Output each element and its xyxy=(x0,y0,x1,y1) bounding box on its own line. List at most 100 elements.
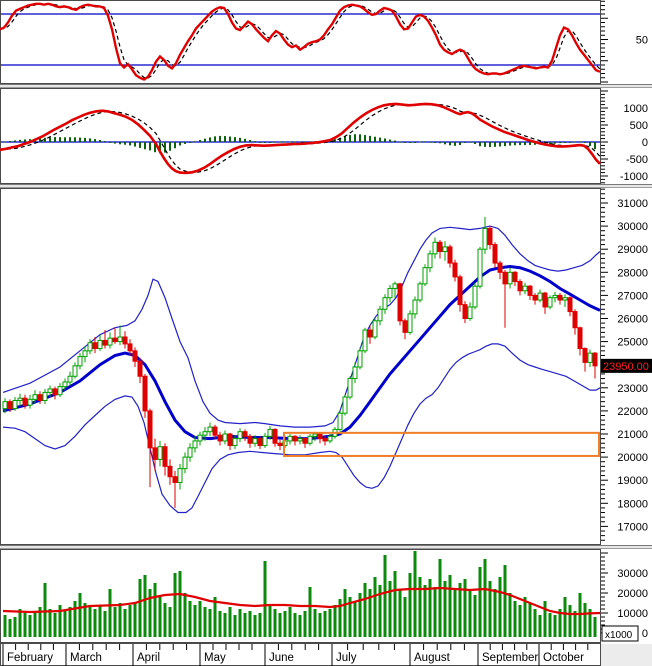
macd-histogram-bar xyxy=(94,139,96,142)
volume-bar xyxy=(378,585,382,637)
candlestick xyxy=(152,447,158,460)
volume-bar xyxy=(213,597,217,637)
volume-bar xyxy=(593,617,597,637)
volume-bar xyxy=(418,577,422,637)
macd-histogram-bar xyxy=(89,138,91,142)
macd-histogram-bar xyxy=(264,142,266,143)
price-axis-label: 19000 xyxy=(617,475,648,487)
macd-histogram-bar xyxy=(554,142,556,144)
candlestick xyxy=(382,297,388,310)
candlestick xyxy=(477,248,483,287)
candlestick xyxy=(547,297,553,308)
candlestick xyxy=(182,456,188,470)
macd-histogram-bar xyxy=(284,141,286,143)
candlestick xyxy=(582,348,588,363)
month-label-april: April xyxy=(137,652,160,664)
price-axis-label: 26000 xyxy=(617,314,648,326)
volume-bar xyxy=(583,603,587,637)
volume-bar xyxy=(438,559,442,637)
macd-histogram-bar xyxy=(574,141,576,143)
macd-histogram-bar xyxy=(454,142,456,146)
candlestick xyxy=(262,435,268,447)
candlestick xyxy=(147,410,153,449)
volume-bar xyxy=(93,609,97,637)
candlestick xyxy=(7,401,13,410)
price-axis-label: 21000 xyxy=(617,429,648,441)
candlestick xyxy=(32,394,38,400)
macd-histogram-bar xyxy=(29,139,31,142)
macd-histogram-bar xyxy=(494,142,496,147)
candlestick xyxy=(2,401,8,410)
volume-unit-label: x1000 xyxy=(605,630,633,641)
macd-histogram-bar xyxy=(224,136,226,142)
bollinger-middle-band xyxy=(2,264,601,441)
candlestick xyxy=(457,276,463,306)
candlestick xyxy=(52,388,58,396)
candlestick xyxy=(482,227,488,250)
macd-histogram-bar xyxy=(214,136,216,142)
volume-bar xyxy=(573,611,577,637)
macd-histogram-bar xyxy=(184,142,186,144)
candlestick xyxy=(337,412,343,430)
macd-histogram-bar xyxy=(414,142,416,143)
month-label-march: March xyxy=(70,652,102,664)
volume-bar xyxy=(188,601,192,637)
volume-bar xyxy=(423,585,427,637)
candlestick xyxy=(577,327,583,350)
month-label-august: August xyxy=(414,652,451,664)
macd-histogram-bar xyxy=(424,141,426,143)
macd-histogram-bar xyxy=(24,139,26,142)
macd-histogram-bar xyxy=(109,142,111,143)
volume-bar xyxy=(153,583,157,637)
volume-bar xyxy=(368,589,372,637)
bollinger-lower-band xyxy=(2,343,601,514)
price-axis-label: 23000 xyxy=(617,383,648,395)
volume-bar xyxy=(323,611,327,637)
price-axis-label: 25000 xyxy=(617,337,648,349)
macd-histogram-bar xyxy=(359,134,361,142)
candlestick xyxy=(107,337,113,346)
macd-histogram-bar xyxy=(4,141,6,143)
macd-histogram-bar xyxy=(219,135,221,142)
macd-histogram-bar xyxy=(54,137,56,142)
panel-splitter-price-volume[interactable] xyxy=(0,545,652,549)
candlestick xyxy=(512,271,518,283)
volume-bar xyxy=(78,593,82,637)
candlestick xyxy=(307,435,313,444)
volume-bar xyxy=(463,579,467,637)
volume-bar xyxy=(63,611,67,637)
volume-axis-label: 20000 xyxy=(617,588,648,600)
candlestick xyxy=(77,356,83,367)
candlestick xyxy=(387,287,393,299)
candlestick xyxy=(392,283,398,289)
macd-histogram-bar xyxy=(409,142,411,143)
macd-histogram-bar xyxy=(274,141,276,143)
macd-histogram-bar xyxy=(194,141,196,143)
candlestick xyxy=(357,350,363,368)
candlestick xyxy=(62,381,68,388)
candlestick xyxy=(327,435,333,442)
volume-bar xyxy=(218,611,222,637)
volume-bar xyxy=(228,607,232,637)
macd-histogram-bar xyxy=(84,137,86,142)
candlestick xyxy=(407,313,413,333)
volume-bar xyxy=(18,609,22,637)
volume-bar xyxy=(588,609,592,637)
candlestick xyxy=(347,378,353,398)
macd-histogram-bar xyxy=(509,142,511,146)
macd-histogram-bar xyxy=(474,142,476,144)
macd-histogram-bar xyxy=(9,140,11,142)
volume-bar xyxy=(23,613,27,637)
panel-splitter-stochastic-macd[interactable] xyxy=(0,84,652,88)
macd-histogram-bar xyxy=(114,142,116,144)
volume-bar xyxy=(473,595,477,637)
candlestick xyxy=(317,433,323,440)
panel-splitter-macd-price[interactable] xyxy=(0,184,652,188)
macd-histogram-bar xyxy=(159,142,161,154)
macd-histogram-bar xyxy=(139,142,141,148)
candlestick xyxy=(202,431,208,436)
bollinger-upper-band xyxy=(2,225,601,428)
macd-histogram-bar xyxy=(79,137,81,142)
macd-histogram-bar xyxy=(129,142,131,146)
